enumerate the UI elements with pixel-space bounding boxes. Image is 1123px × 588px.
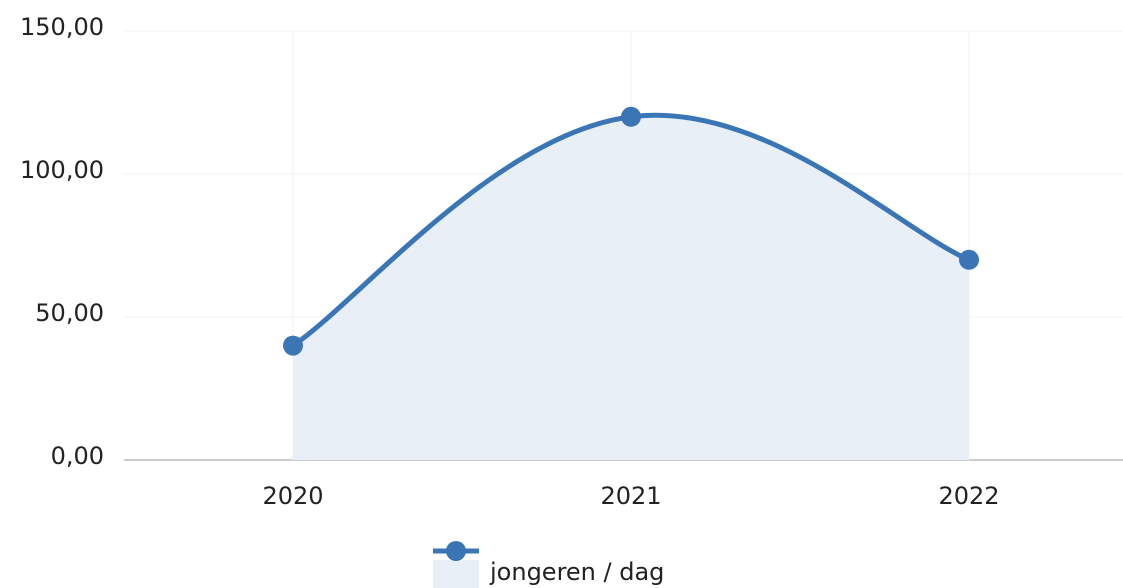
x-tick-label: 2021 [600, 482, 661, 510]
legend-marker [446, 541, 466, 561]
area [293, 115, 969, 460]
point [621, 106, 641, 127]
legend-label: jongeren / dag [489, 558, 664, 586]
x-tick-label: 2022 [938, 482, 999, 510]
legend-swatch [433, 560, 479, 588]
point [959, 249, 979, 270]
y-tick-label: 50,00 [35, 299, 104, 327]
y-tick-label: 100,00 [20, 156, 104, 184]
point [283, 335, 303, 356]
y-tick-label: 0,00 [51, 442, 104, 470]
y-tick-label: 150,00 [20, 13, 104, 41]
x-tick-label: 2020 [262, 482, 323, 510]
